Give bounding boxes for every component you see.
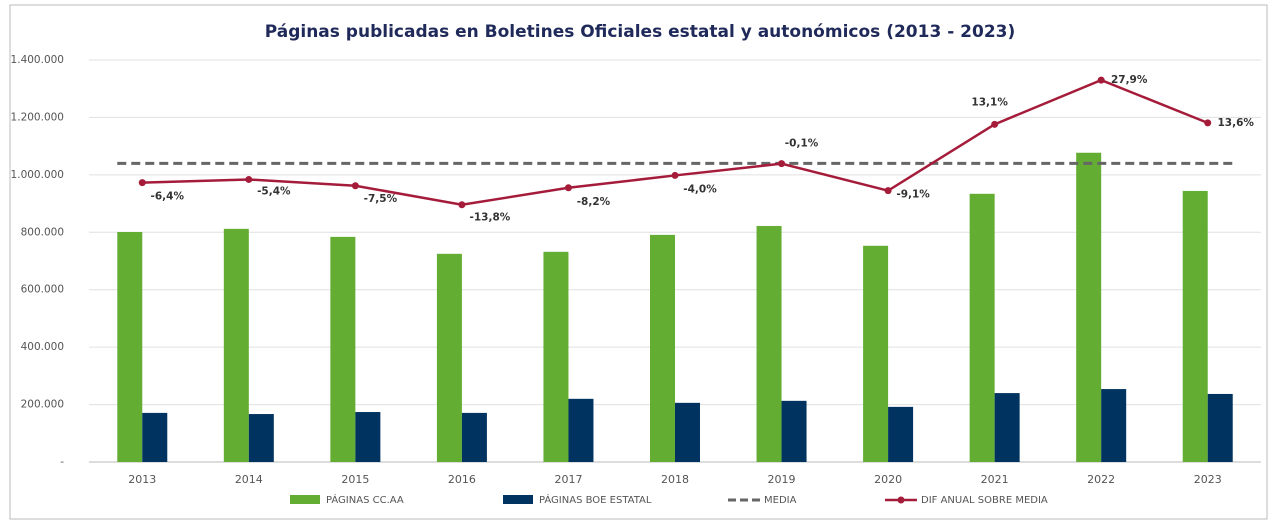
x-tick-label: 2021 (981, 473, 1009, 486)
bar (248, 414, 274, 462)
x-tick-label: 2019 (768, 473, 796, 486)
point-label: -9,1% (896, 189, 930, 201)
bar (117, 231, 143, 462)
x-tick-label: 2014 (235, 473, 263, 486)
x-tick-label: 2018 (661, 473, 689, 486)
bar (568, 398, 594, 462)
bar (888, 406, 914, 462)
x-tick-label: 2017 (554, 473, 582, 486)
legend-swatch (290, 495, 320, 504)
line-point (138, 179, 146, 187)
x-tick-label: 2015 (341, 473, 369, 486)
y-tick-label: 800.000 (21, 226, 64, 238)
bar (675, 402, 700, 462)
y-tick-label: 200.000 (21, 399, 64, 411)
y-tick-label: 600.000 (21, 284, 64, 296)
x-tick-label: 2013 (128, 473, 156, 486)
legend-label: PÁGINAS BOE ESTATAL (539, 493, 652, 506)
bar (1182, 190, 1208, 463)
line-point (458, 201, 466, 209)
bar (1207, 393, 1233, 462)
bar (994, 393, 1020, 462)
legend-label: MEDIA (764, 495, 797, 506)
bar (436, 253, 462, 462)
bar (650, 234, 675, 462)
point-label: 13,6% (1218, 117, 1255, 129)
bar (543, 251, 569, 462)
x-tick-label: 2016 (448, 473, 476, 486)
point-label: 13,1% (971, 96, 1008, 108)
line-point (1097, 76, 1105, 84)
x-tick-label: 2020 (874, 473, 902, 486)
point-label: -13,8% (470, 212, 511, 224)
y-tick-label: - (60, 456, 64, 468)
bar (461, 412, 487, 462)
line-point (884, 187, 892, 195)
bar (863, 245, 889, 462)
chart-frame (9, 4, 1268, 520)
bar (330, 236, 356, 462)
x-tick-label: 2023 (1194, 473, 1222, 486)
bar (756, 225, 782, 462)
line-point (245, 175, 253, 183)
bar (355, 412, 381, 462)
legend-swatch (897, 496, 905, 504)
legend-swatch (503, 495, 533, 504)
legend-label: DIF ANUAL SOBRE MEDIA (921, 495, 1048, 506)
bar (1076, 152, 1102, 463)
point-label: -7,5% (364, 193, 398, 205)
point-label: -5,4% (257, 185, 291, 197)
bar (142, 412, 168, 462)
x-tick-label: 2022 (1087, 473, 1115, 486)
point-label: 27,9% (1111, 74, 1148, 86)
bar (223, 228, 249, 462)
point-label: -0,1% (785, 138, 819, 150)
bar (1101, 389, 1127, 462)
line-point (1204, 119, 1212, 127)
line-point (564, 184, 572, 192)
y-tick-label: 1.200.000 (11, 111, 64, 123)
line-point (778, 160, 786, 168)
bar (781, 400, 807, 462)
point-label: -6,4% (151, 191, 185, 203)
y-tick-label: 1.000.000 (11, 169, 64, 181)
chart-title: Páginas publicadas en Boletines Oficiale… (265, 22, 1016, 42)
line-point (991, 120, 999, 128)
line (142, 78, 1209, 206)
line-point (671, 171, 679, 179)
y-tick-label: 400.000 (21, 341, 64, 353)
line-point (351, 182, 359, 190)
bar (969, 193, 995, 462)
point-label: -8,2% (577, 196, 611, 208)
legend-label: PÁGINAS CC.AA (326, 493, 404, 506)
point-label: -4,0% (683, 183, 717, 195)
y-tick-label: 1.400.000 (11, 54, 64, 66)
